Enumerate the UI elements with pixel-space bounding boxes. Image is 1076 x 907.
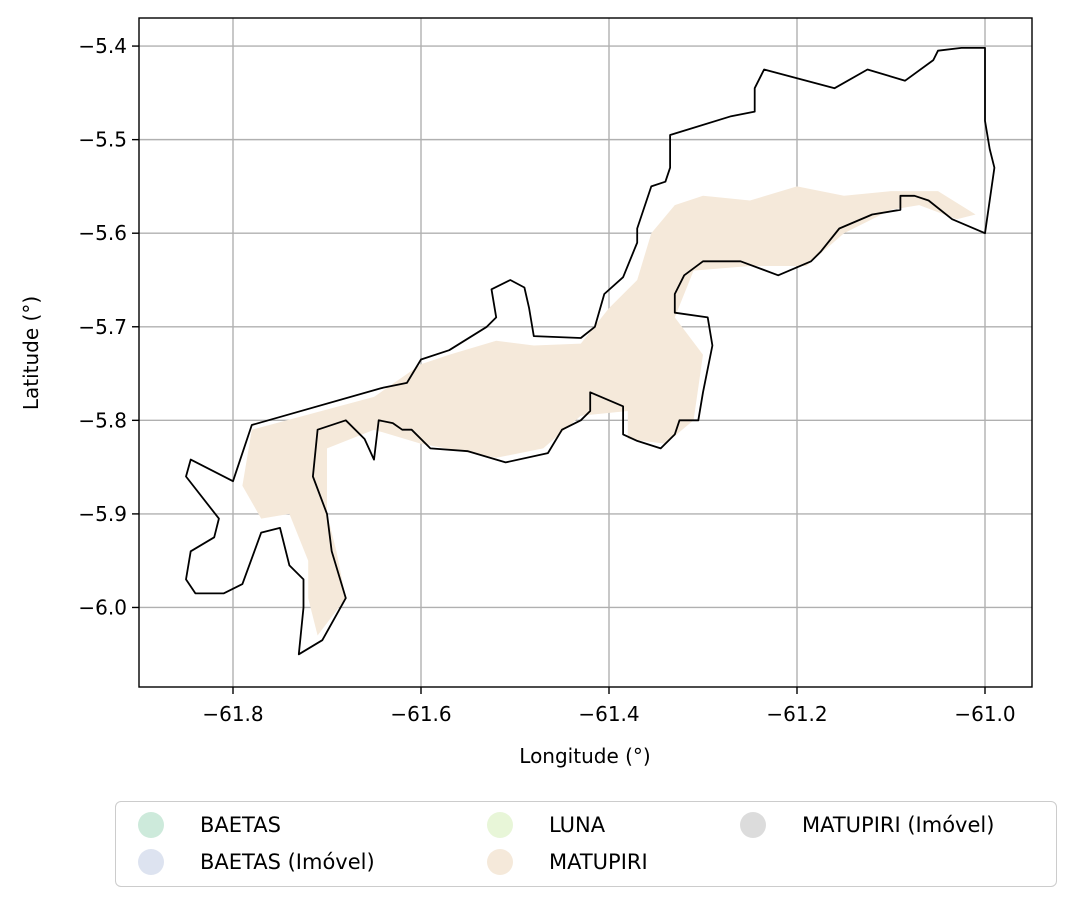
y-tick-label: −5.7: [78, 315, 127, 339]
legend-item-baetas: BAETAS: [138, 809, 281, 841]
legend-marker-luna: [487, 812, 513, 838]
legend-label-luna: LUNA: [549, 813, 606, 837]
tick-layer: −61.8 −61.6 −61.4 −61.2 −61.0 −5.4 −5.5 −5.6 −5.…: [78, 34, 1015, 726]
legend: BAETAS BAETAS (Imóvel) LUNA MATUPIRI MAT…: [115, 801, 1057, 887]
x-tick-label: −61.8: [202, 702, 263, 726]
area-patch-matupiri: [242, 186, 976, 636]
legend-marker-matupiri-imovel: [740, 812, 766, 838]
legend-item-matupiri-imovel: MATUPIRI (Imóvel): [740, 809, 994, 841]
plot-frame: [138, 17, 1033, 688]
x-tick-label: −61.6: [390, 702, 451, 726]
legend-marker-baetas-imovel: [138, 849, 164, 875]
legend-item-baetas-imovel: BAETAS (Imóvel): [138, 846, 375, 878]
y-tick-label: −5.9: [78, 502, 127, 526]
boundary-outline: [185, 47, 996, 656]
legend-label-matupiri-imovel: MATUPIRI (Imóvel): [802, 813, 995, 837]
x-tick-label: −61.4: [578, 702, 639, 726]
legend-label-baetas-imovel: BAETAS (Imóvel): [200, 850, 375, 874]
legend-label-baetas: BAETAS: [200, 813, 281, 837]
y-axis-title: Latitude (°): [19, 296, 43, 410]
x-axis-title: Longitude (°): [519, 744, 650, 768]
y-tick-label: −5.5: [78, 128, 127, 152]
legend-label-matupiri: MATUPIRI: [549, 850, 648, 874]
y-tick-label: −5.6: [78, 221, 127, 245]
x-tick-label: −61.2: [766, 702, 827, 726]
patch-layer: [242, 186, 976, 636]
x-tick-label: −61.0: [954, 702, 1015, 726]
legend-item-luna: LUNA: [487, 809, 605, 841]
outline-layer: [185, 47, 996, 656]
legend-marker-matupiri: [487, 849, 513, 875]
legend-item-matupiri: MATUPIRI: [487, 846, 648, 878]
y-tick-label: −6.0: [78, 595, 127, 619]
legend-marker-baetas: [138, 812, 164, 838]
y-tick-label: −5.8: [78, 408, 127, 432]
y-tick-label: −5.4: [78, 34, 127, 58]
